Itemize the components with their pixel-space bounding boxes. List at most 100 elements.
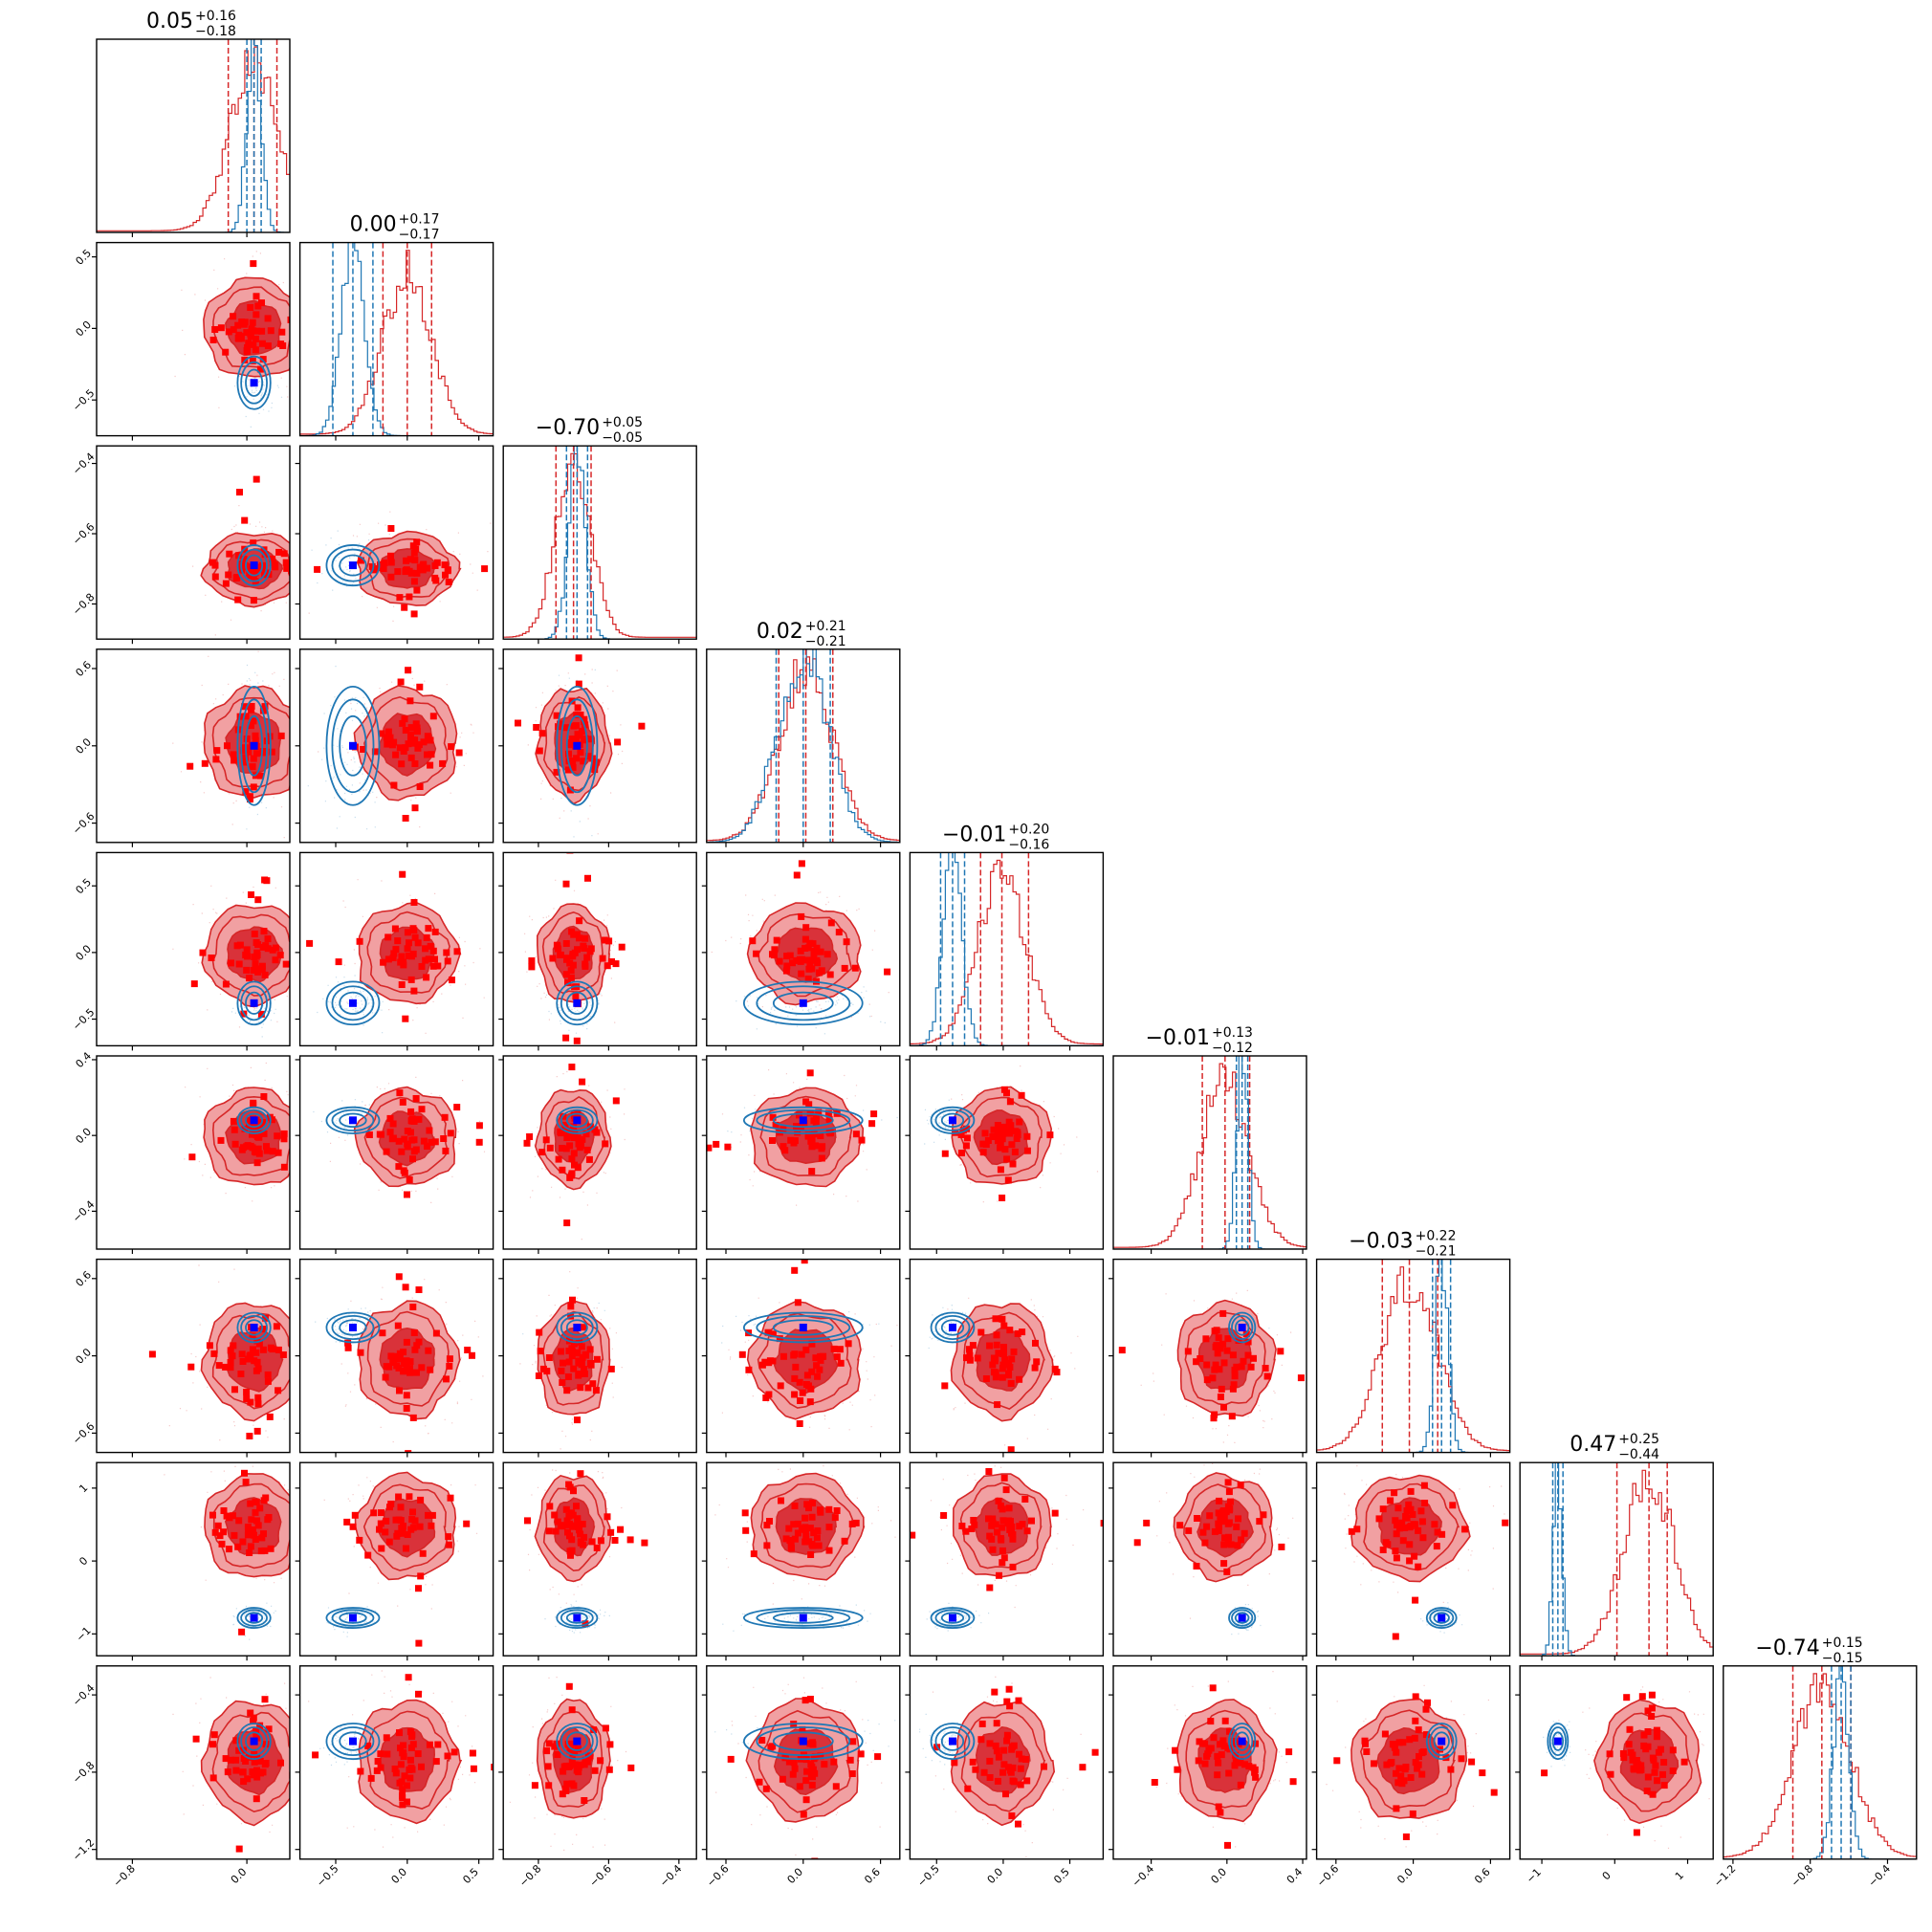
marker-a xyxy=(808,1143,816,1151)
diagonal-title-sup-6: +0.13 xyxy=(1212,1025,1253,1041)
marker-a xyxy=(545,1782,553,1789)
marker-a xyxy=(992,1315,999,1323)
marker-a xyxy=(1361,1737,1369,1745)
marker-a xyxy=(577,712,584,718)
marker-a xyxy=(251,931,258,937)
marker-a xyxy=(852,1519,860,1526)
marker-a xyxy=(793,956,801,964)
marker-a xyxy=(1660,1782,1668,1789)
marker-a xyxy=(994,1130,1001,1137)
marker-a xyxy=(209,1774,217,1782)
marker-a xyxy=(209,1741,216,1748)
marker-a xyxy=(821,1761,828,1768)
marker-a xyxy=(815,1542,823,1549)
marker-a xyxy=(545,1354,553,1361)
marker-a xyxy=(382,1373,389,1381)
marker-a xyxy=(989,1515,997,1523)
marker-a xyxy=(263,569,270,577)
marker-a xyxy=(559,1145,566,1152)
marker-a xyxy=(565,1741,573,1748)
marker-a xyxy=(1023,1777,1031,1785)
marker-a xyxy=(808,1368,816,1375)
marker-a xyxy=(584,1753,592,1761)
contour-b-outer xyxy=(236,1311,272,1344)
marker-a xyxy=(1225,1769,1233,1777)
marker-a xyxy=(958,1150,965,1156)
marker-a xyxy=(264,315,272,322)
marker-a xyxy=(1245,1763,1253,1770)
marker-a xyxy=(444,957,451,965)
contour-b-middle xyxy=(1231,1314,1254,1340)
marker-b xyxy=(948,1614,956,1622)
marker-a xyxy=(1643,1788,1651,1794)
marker-a xyxy=(377,560,384,568)
marker-a xyxy=(574,1134,582,1142)
marker-a xyxy=(234,1543,242,1550)
marker-a xyxy=(1398,1780,1406,1788)
marker-a xyxy=(940,1512,948,1519)
marker-a xyxy=(857,1750,865,1758)
marker-a xyxy=(809,940,817,948)
contour-b-inner xyxy=(245,714,264,777)
marker-a xyxy=(562,971,570,978)
marker-a xyxy=(1397,1772,1405,1780)
marker-a xyxy=(544,1763,552,1770)
marker-a xyxy=(416,1523,424,1530)
marker-a xyxy=(575,654,582,662)
marker-a xyxy=(1419,1534,1427,1542)
marker-a xyxy=(569,735,577,743)
marker-a xyxy=(273,1323,280,1330)
contour-b-inner xyxy=(772,991,834,1015)
marker-a xyxy=(364,1742,372,1749)
marker-a xyxy=(800,1811,807,1818)
marker-a xyxy=(807,1137,815,1145)
marker-a xyxy=(1231,1762,1239,1769)
marker-a xyxy=(434,1741,442,1748)
marker-a xyxy=(247,1709,254,1717)
marker-a xyxy=(1648,1704,1656,1712)
marker-a xyxy=(236,333,244,340)
marker-a xyxy=(830,1758,838,1766)
marker-a xyxy=(351,1511,359,1519)
marker-b xyxy=(799,999,807,1007)
marker-a xyxy=(246,1117,253,1125)
marker-a xyxy=(190,980,198,988)
marker-a xyxy=(261,1547,269,1554)
marker-a xyxy=(569,953,577,960)
scatter-frame-5-3 xyxy=(502,851,697,1047)
marker-a xyxy=(809,1766,817,1773)
marker-a xyxy=(258,962,266,970)
marker-a xyxy=(565,750,572,757)
marker-a xyxy=(602,1724,609,1732)
marker-b xyxy=(1238,1737,1246,1745)
marker-a xyxy=(966,1356,974,1364)
marker-a xyxy=(585,1155,593,1163)
contour-b-inner xyxy=(565,1319,588,1336)
marker-a xyxy=(1653,1726,1660,1734)
marker-a xyxy=(1411,1552,1418,1560)
marker-a xyxy=(397,1745,404,1752)
diagonal-title-5: −0.01 xyxy=(942,823,1006,846)
marker-a xyxy=(823,951,831,958)
marker-a xyxy=(990,1354,998,1362)
marker-a xyxy=(1172,1746,1179,1754)
marker-a xyxy=(268,748,275,756)
marker-a xyxy=(1215,1520,1222,1527)
marker-a xyxy=(249,1332,256,1340)
marker-a xyxy=(528,963,536,971)
marker-a xyxy=(256,1757,264,1765)
marker-a xyxy=(1003,1737,1011,1745)
marker-a xyxy=(579,1521,586,1527)
scatter-panel-6-5 xyxy=(924,1065,1099,1203)
marker-a xyxy=(568,1170,576,1177)
marker-a xyxy=(1627,1748,1635,1756)
marker-a xyxy=(447,1130,454,1137)
marker-a xyxy=(791,1503,799,1509)
contour-b-outer xyxy=(1425,1607,1458,1629)
contour-a-middle xyxy=(542,1484,605,1572)
histogram-b xyxy=(1113,1056,1306,1249)
marker-a xyxy=(469,1351,475,1359)
marker-a xyxy=(1237,1757,1244,1765)
marker-a xyxy=(826,971,834,978)
